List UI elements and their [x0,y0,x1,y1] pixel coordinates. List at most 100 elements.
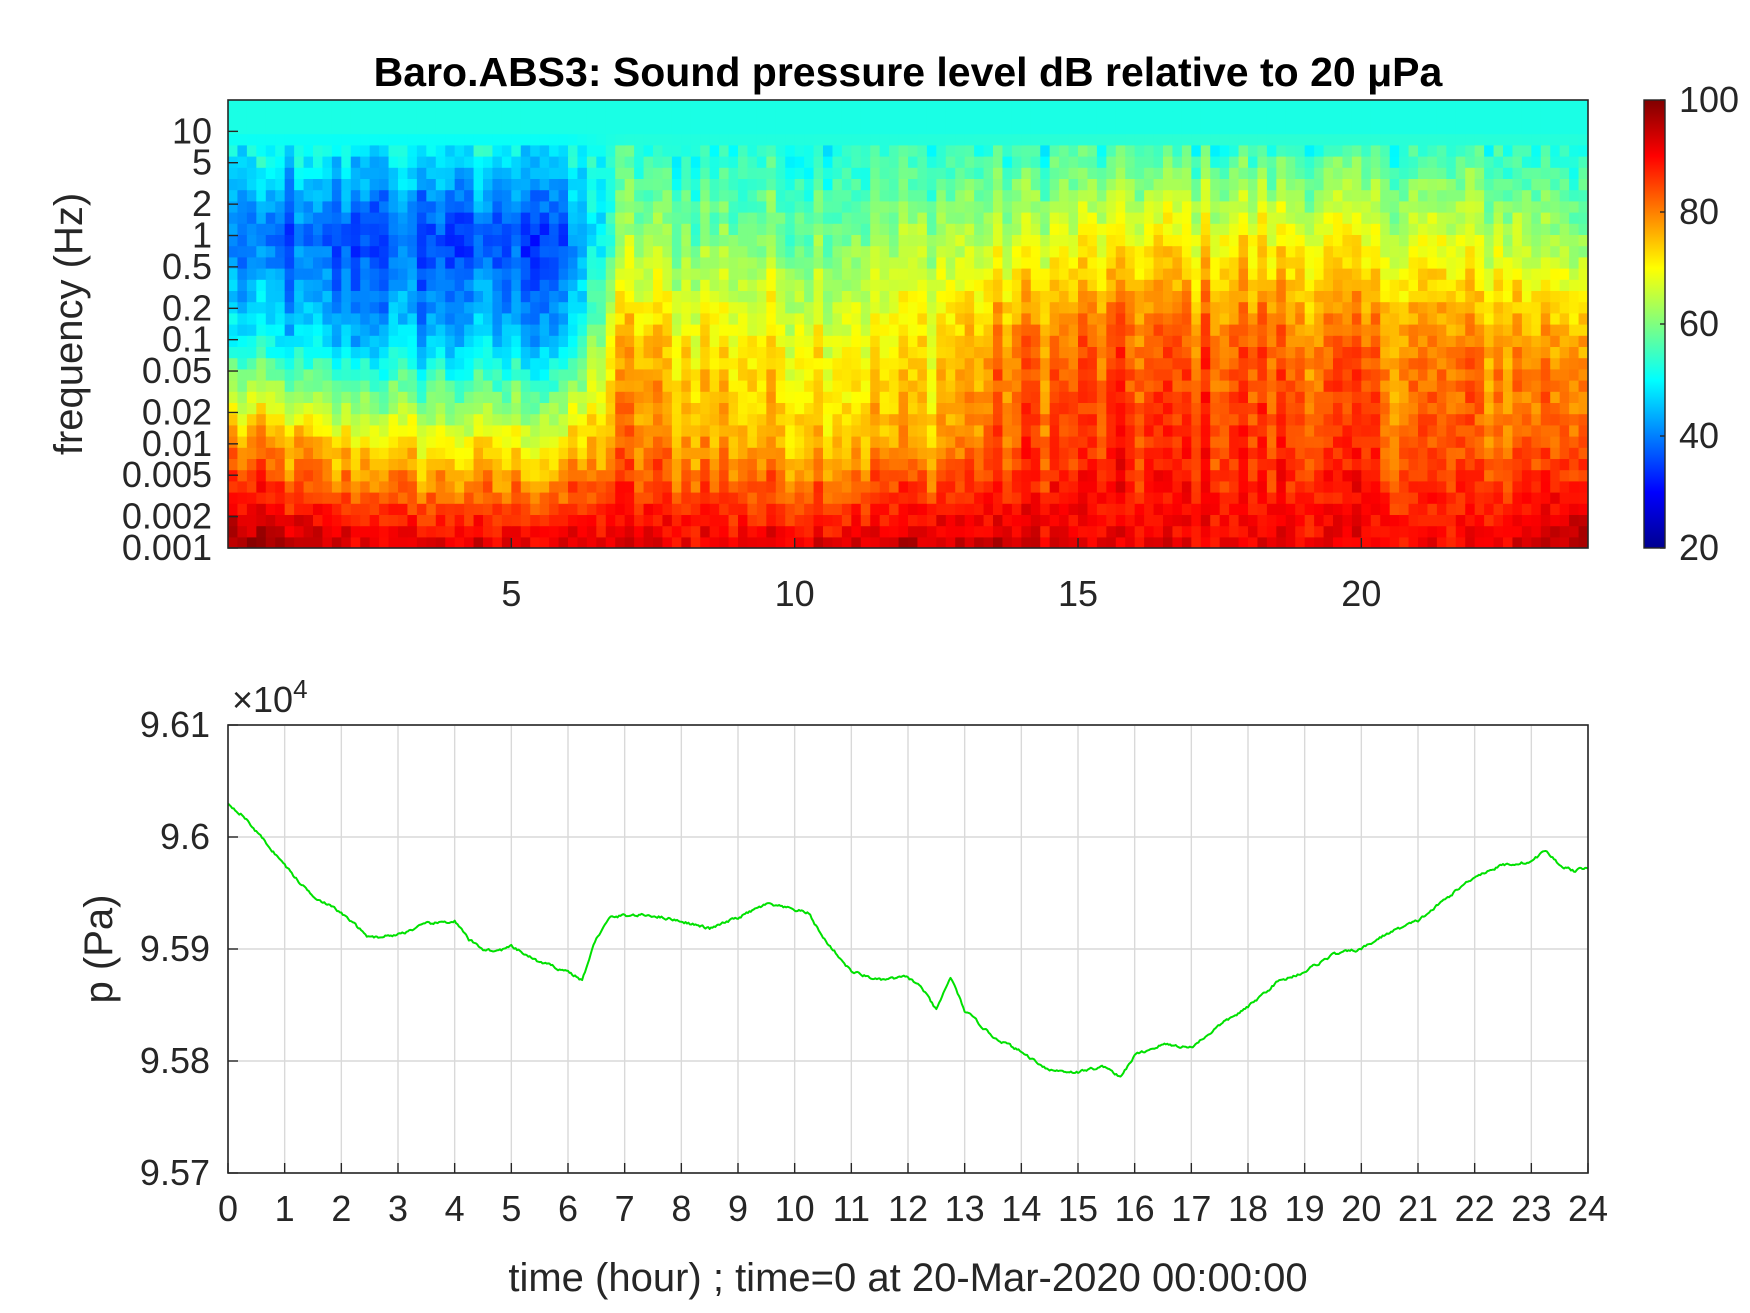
spectrogram-cell [605,346,616,359]
spectrogram-cell [558,436,569,448]
spectrogram-cell [1436,447,1447,459]
spectrogram-cell [756,380,767,392]
spectrogram-cell [1002,212,1013,224]
spectrogram-cell [1455,391,1466,403]
spectrogram-cell [1134,469,1145,482]
spectrogram-cell [1059,234,1070,247]
spectrogram-cell [756,223,767,235]
spectrogram-cell [1304,245,1315,258]
spectrogram-cell [520,167,531,179]
spectrogram-cell [643,167,654,179]
spectrogram-cell [1059,256,1070,269]
spectrogram-cell [246,256,257,269]
spectrogram-cell [1559,178,1570,191]
spectrogram-cell [1144,458,1155,471]
spectrogram-cell [1266,234,1277,247]
spectrogram-cell [1096,480,1107,493]
spectrogram-cell [1040,346,1051,359]
spectrogram-cell [615,156,626,168]
spectrogram-cell [1531,268,1542,280]
spectrogram-cell [539,458,550,471]
spectrogram-cell [756,458,767,471]
spectrogram-cell [775,413,786,426]
spectrogram-cell [568,514,579,527]
spectrogram-cell [1446,256,1457,269]
spectrogram-cell [350,212,361,224]
spectrogram-cell [1540,480,1551,493]
spectrogram-cell [1531,514,1542,527]
spectrogram-cell [860,346,871,359]
spectrogram-cell [1030,492,1041,504]
spectrogram-cell [936,324,947,336]
spectrogram-cell [1446,245,1457,258]
spectrogram-cell [445,268,456,280]
spectrogram-cell [926,402,937,415]
spectrogram-cell [775,458,786,471]
spectrogram-cell [898,391,909,403]
spectrogram-cell [662,380,673,392]
spectrogram-cell [1087,156,1098,168]
spectrogram-cell [974,391,985,403]
spectrogram-cell [719,301,730,314]
spectrogram-cell [1484,424,1495,437]
spectrogram-cell [379,335,390,347]
spectrogram-cell [841,402,852,415]
spectrogram-cell [804,178,815,191]
spectrogram-cell [1181,525,1192,538]
spectrogram-cell [539,469,550,482]
spectrogram-cell [1087,212,1098,224]
spectrogram-cell [690,156,701,168]
spectrogram-cell [577,424,588,437]
spectrogram-cell [889,503,900,515]
spectrogram-cell [615,380,626,392]
spectrogram-cell [1285,212,1296,224]
spectrogram-cell [1096,312,1107,325]
spectrogram-cell [1115,324,1126,336]
spectrogram-cell [341,234,352,247]
spectrogram-cell [1531,492,1542,504]
spectrogram-cell [671,324,682,336]
spectrogram-cell [794,234,805,247]
spectrogram-cell [473,503,484,515]
spectrogram-cell [728,312,739,325]
spectrogram-cell [860,212,871,224]
spectrogram-cell [653,312,664,325]
spectrogram-cell [1285,167,1296,179]
spectrogram-cell [530,380,541,392]
spectrogram-cell [407,200,418,213]
spectrogram-cell [511,290,522,303]
spectrogram-cell [596,335,607,347]
spectrogram-cell [662,200,673,213]
spectrogram-cell [1399,503,1410,515]
spectrogram-cell [1465,346,1476,359]
spectrogram-cell [1399,424,1410,437]
spectrogram-cell [1323,256,1334,269]
spectrogram-cell [256,380,267,392]
spectrogram-cell [804,480,815,493]
spectrogram-cell [993,234,1004,247]
spectrogram-cell [1512,492,1523,504]
spectrogram-cell [1314,223,1325,235]
spectrogram-cell [1210,335,1221,347]
spectrogram-cell [407,156,418,168]
spectrogram-cell [1295,200,1306,213]
spectrogram-cell [671,469,682,482]
spectrogram-cell [1229,189,1240,202]
spectrogram-cell [1569,380,1580,392]
spectrogram-cell [1219,324,1230,336]
spectrogram-cell [1559,413,1570,426]
spectrogram-cell [1238,525,1249,538]
spectrogram-cell [1191,469,1202,482]
spectrogram-cell [228,525,239,538]
spectrogram-cell [1399,324,1410,336]
spectrogram-cell [1040,458,1051,471]
spectrogram-cell [1125,189,1136,202]
spectrogram-cell [1002,178,1013,191]
spectrogram-cell [898,346,909,359]
spectrogram-cell [549,458,560,471]
spectrogram-cell [1219,447,1230,459]
spectrogram-cell [1163,312,1174,325]
spectrogram-cell [1134,324,1145,336]
spectrogram-cell [1219,413,1230,426]
spectrogram-cell [700,245,711,258]
